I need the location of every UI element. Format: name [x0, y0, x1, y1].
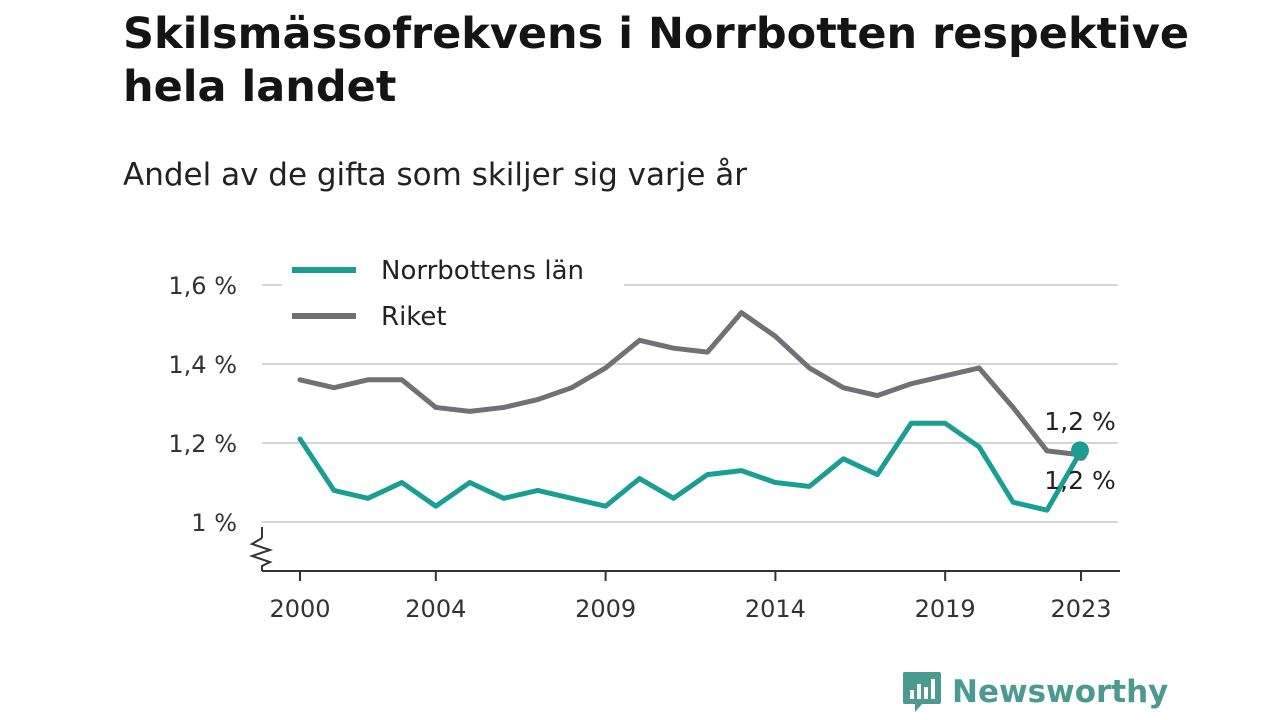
x-tick-label: 2009: [575, 595, 636, 623]
series-end-point-norrbotten: [1071, 441, 1089, 460]
brand: Newsworthy: [902, 670, 1168, 714]
legend-background: [282, 246, 624, 340]
x-tick-label: 2000: [269, 595, 330, 623]
end-labels: 1,2 % 1,2 %: [1044, 407, 1115, 495]
legend: Norrbottens län Riket: [282, 246, 624, 340]
newsworthy-logo-icon: [903, 672, 941, 712]
y-tick-label: 1,4 %: [168, 351, 237, 379]
end-label-norrbotten: 1,2 %: [1044, 407, 1115, 436]
legend-label-norrbotten: Norrbottens län: [381, 256, 584, 286]
axis-break-icon: [248, 537, 274, 571]
axes: 1 % 1,2 % 1,4 % 1,6 % 2000 2004 2009 2014 2019 20…: [168, 272, 1120, 623]
x-tick-label: 2023: [1050, 595, 1111, 623]
x-tick-label: 2004: [405, 595, 466, 623]
x-tick-label: 2014: [745, 595, 806, 623]
y-tick-label: 1,6 %: [168, 272, 237, 300]
legend-label-riket: Riket: [381, 302, 447, 332]
end-label-riket: 1,2 %: [1044, 466, 1115, 495]
y-tick-label: 1 %: [191, 509, 237, 537]
series-lines: [297, 310, 1089, 513]
page-title: Skilsmässofrekvens i Norrbotten respekti…: [123, 9, 1190, 112]
y-tick-label: 1,2 %: [168, 430, 237, 458]
series-line-norrbotten: [297, 420, 1084, 513]
series-line-riket: [297, 310, 1084, 458]
x-tick-label: 2019: [915, 595, 976, 623]
brand-name: Newsworthy: [952, 674, 1169, 710]
page-subtitle: Andel av de gifta som skiljer sig varje …: [123, 157, 747, 193]
